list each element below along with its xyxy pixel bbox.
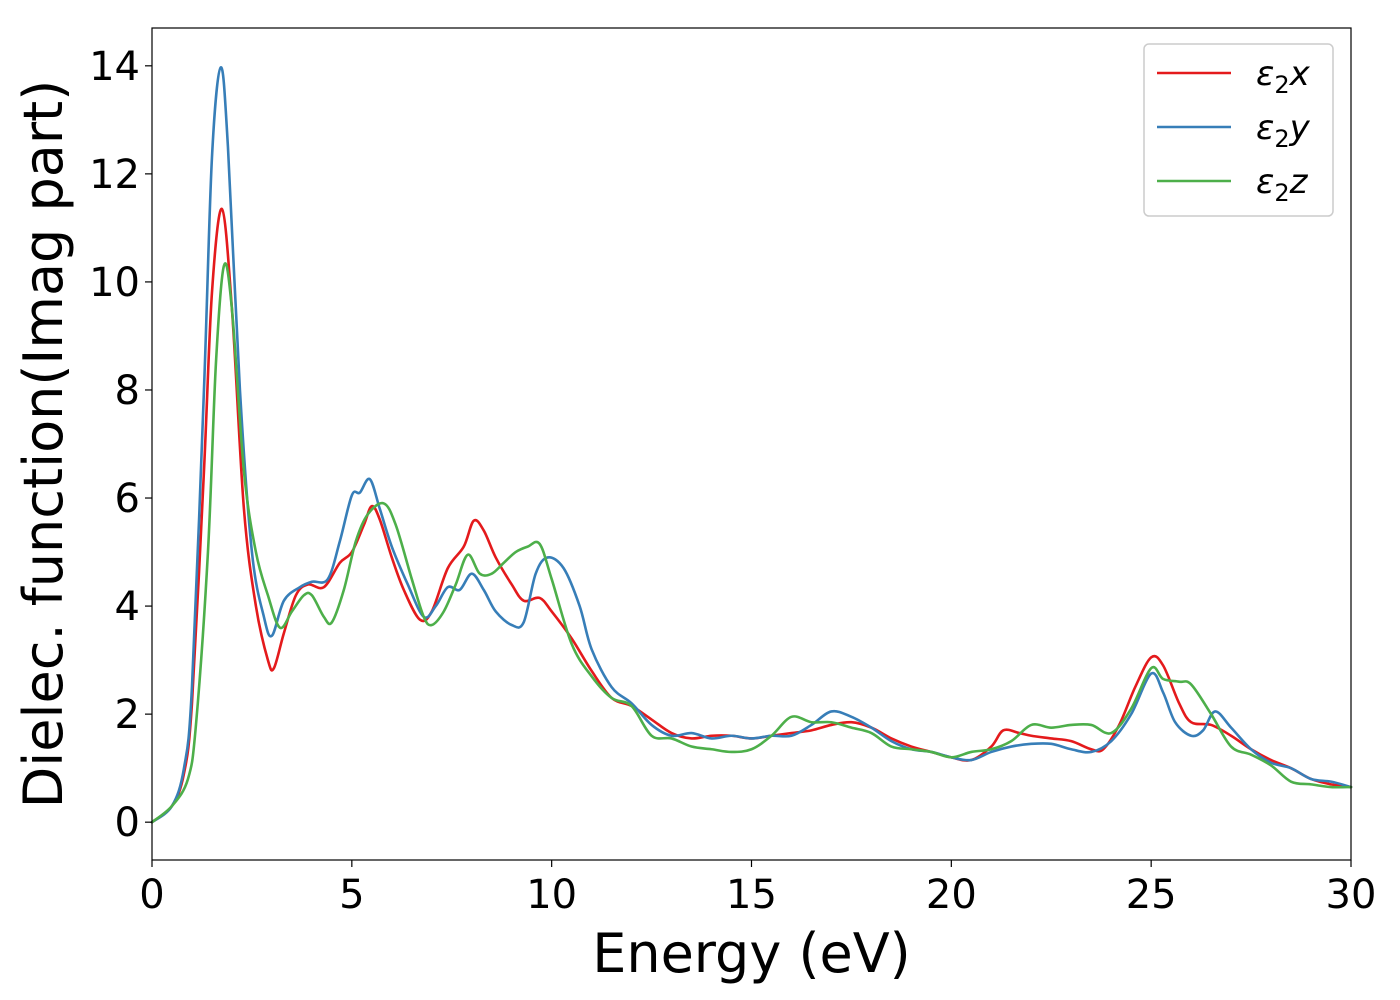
x-axis: 0 5 10 15 20 25 30 xyxy=(139,860,1376,918)
legend-label-eps2x: ε2x xyxy=(1256,54,1311,99)
x-tick-label: 25 xyxy=(1126,872,1177,918)
x-tick-label: 5 xyxy=(339,872,364,918)
x-axis-label: Energy (eV) xyxy=(592,922,911,985)
y-tick-label: 4 xyxy=(115,584,140,630)
legend-label-base: ε xyxy=(1256,108,1274,148)
series-layer xyxy=(150,66,1353,824)
legend-label-variable: y xyxy=(1289,108,1311,148)
x-tick-label: 20 xyxy=(926,872,977,918)
legend-label-subscript: 2 xyxy=(1274,125,1289,153)
legend-label-variable: x xyxy=(1289,54,1311,94)
series-line-eps2z xyxy=(150,262,1353,824)
y-tick-label: 0 xyxy=(115,800,140,846)
x-tick-label: 0 xyxy=(139,872,164,918)
x-tick-label: 15 xyxy=(726,872,777,918)
y-tick-label: 2 xyxy=(115,692,140,738)
legend-label-eps2y: ε2y xyxy=(1256,108,1311,153)
y-tick-label: 12 xyxy=(89,152,140,198)
legend-frame xyxy=(1143,43,1334,217)
legend-label-eps2z: ε2z xyxy=(1256,162,1309,207)
y-tick-label: 14 xyxy=(89,44,140,90)
legend-label-subscript: 2 xyxy=(1274,71,1289,99)
x-tick-label: 10 xyxy=(526,872,577,918)
x-tick-label: 30 xyxy=(1326,872,1377,918)
y-axis-label: Dielec. function(Imag part) xyxy=(12,80,75,809)
legend-label-base: ε xyxy=(1256,162,1274,202)
y-tick-label: 6 xyxy=(115,476,140,522)
legend-label-variable: z xyxy=(1289,162,1309,202)
legend-label-base: ε xyxy=(1256,54,1274,94)
y-tick-label: 10 xyxy=(89,260,140,306)
series-line-eps2y xyxy=(150,66,1353,824)
y-axis: 0 2 4 6 8 10 12 14 xyxy=(89,44,152,846)
y-tick-label: 8 xyxy=(115,368,140,414)
legend-label-subscript: 2 xyxy=(1274,179,1289,207)
